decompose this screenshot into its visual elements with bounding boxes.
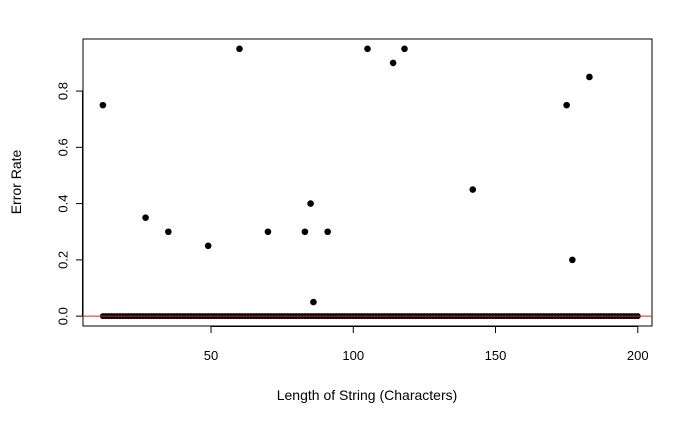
data-point xyxy=(204,242,212,250)
plot-frame xyxy=(82,38,653,327)
data-point xyxy=(586,73,593,81)
x-tick-label: 100 xyxy=(342,348,364,363)
data-point xyxy=(264,228,272,236)
data-point xyxy=(469,186,477,193)
x-tick-label: 200 xyxy=(627,348,649,363)
y-axis-label: Error Rate xyxy=(8,150,24,215)
y-tick-label: 0.2 xyxy=(56,251,71,269)
x-tick-label: 150 xyxy=(485,348,507,363)
data-point xyxy=(310,298,317,306)
data-point xyxy=(165,228,172,236)
data-point xyxy=(307,200,314,207)
x-tick-label: 50 xyxy=(204,348,218,363)
y-tick-label: 0.8 xyxy=(56,82,71,100)
data-point xyxy=(236,45,243,53)
data-point xyxy=(401,45,408,53)
data-point xyxy=(563,101,570,109)
x-axis-label: Length of String (Characters) xyxy=(277,387,458,403)
y-tick-label: 0.0 xyxy=(56,307,71,325)
data-point xyxy=(142,214,149,221)
y-tick-label: 0.4 xyxy=(56,195,71,213)
data-point xyxy=(324,228,331,236)
data-point xyxy=(301,228,309,236)
y-axis: 0.0 0.2 0.4 0.6 0.8 xyxy=(56,82,83,325)
data-point xyxy=(99,101,107,109)
data-point xyxy=(389,59,397,67)
x-axis: 50 100 150 200 xyxy=(204,326,649,363)
y-tick-label: 0.6 xyxy=(56,138,71,156)
data-points-group xyxy=(99,45,593,306)
data-point xyxy=(569,256,576,264)
data-point xyxy=(364,45,371,53)
